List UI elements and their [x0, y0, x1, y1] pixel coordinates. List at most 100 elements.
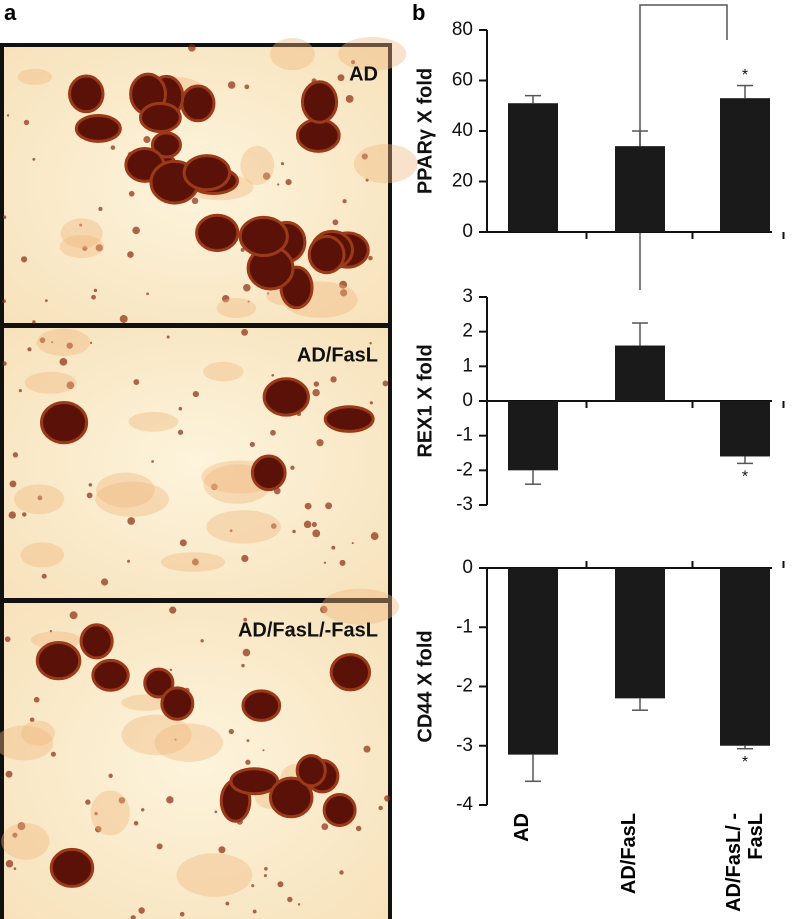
stain-speck — [33, 696, 40, 703]
stain-speck — [127, 251, 134, 258]
stain-speck — [297, 903, 301, 906]
stain-speck — [191, 558, 199, 566]
stained-cell — [295, 754, 327, 788]
stain-speck — [247, 300, 250, 303]
cell-body — [59, 234, 105, 259]
stain-speck — [289, 628, 294, 633]
stain-speck — [2, 215, 7, 219]
y-tick-label: -4 — [456, 794, 473, 815]
cell-body — [0, 725, 54, 761]
x-tick-label: AD/FasL/ -FasL — [723, 813, 767, 912]
stain-speck — [169, 668, 173, 672]
cell-body — [128, 411, 179, 432]
stain-speck — [20, 256, 28, 263]
stain-speck — [225, 901, 230, 906]
y-tick-label: -3 — [456, 494, 473, 515]
bar — [508, 568, 558, 755]
stain-speck — [370, 532, 379, 540]
stain-speck — [8, 511, 16, 519]
stain-speck — [156, 843, 163, 850]
cell-body — [154, 723, 223, 762]
stain-speck — [241, 328, 249, 336]
stain-speck — [94, 826, 102, 833]
stained-cell — [68, 74, 105, 114]
y-tick-label: -2 — [456, 676, 473, 697]
y-axis-label: REX1 X fold — [414, 344, 436, 457]
stain-speck — [292, 529, 296, 534]
bar — [508, 103, 558, 232]
stain-speck — [303, 520, 312, 529]
stain-speck — [179, 911, 185, 917]
stain-speck — [23, 119, 30, 126]
cell-body — [269, 38, 315, 71]
stain-speck — [313, 381, 320, 387]
stain-speck — [244, 84, 250, 90]
bar — [508, 401, 558, 471]
stain-speck — [365, 178, 369, 182]
cell-body — [96, 472, 155, 508]
stain-speck — [89, 341, 93, 344]
stain-speck — [27, 347, 32, 352]
significance-mark: * — [742, 754, 748, 771]
stain-speck — [285, 179, 292, 186]
stained-cell — [138, 101, 182, 134]
stain-speck — [18, 389, 22, 393]
stain-speck — [32, 157, 36, 161]
cell-body — [121, 694, 171, 711]
stain-speck — [22, 512, 27, 517]
stain-speck — [339, 280, 348, 289]
stain-speck — [79, 223, 83, 227]
stained-cell — [182, 154, 232, 192]
stain-speck — [132, 226, 140, 235]
stain-speck — [243, 283, 251, 292]
stain-speck — [304, 502, 312, 510]
stained-cell — [143, 667, 175, 699]
y-tick-label: 0 — [462, 390, 473, 411]
stain-speck — [280, 162, 285, 166]
stain-speck — [368, 255, 373, 261]
stain-speck — [127, 559, 131, 563]
stain-speck — [339, 559, 346, 566]
stain-speck — [332, 219, 339, 226]
stain-speck — [133, 820, 139, 826]
stain-speck — [39, 337, 46, 344]
stain-speck — [110, 145, 116, 150]
stain-speck — [271, 373, 275, 377]
y-tick-label: -1 — [456, 425, 473, 446]
y-tick-label: 60 — [452, 70, 473, 91]
stained-cell — [91, 658, 130, 692]
stain-speck — [138, 907, 145, 914]
bar — [720, 568, 770, 746]
stain-speck — [128, 190, 135, 197]
stain-speck — [174, 738, 177, 741]
stain-speck — [119, 315, 128, 323]
stained-cell — [195, 213, 240, 253]
stain-speck — [4, 636, 11, 643]
stain-speck — [32, 320, 36, 324]
stained-cell — [329, 653, 372, 692]
y-axis-label: CD44 X fold — [414, 630, 436, 742]
stain-speck — [355, 825, 362, 832]
cell-body — [203, 361, 244, 382]
stain-speck — [12, 452, 19, 458]
stain-speck — [66, 381, 75, 390]
stain-speck — [51, 341, 54, 344]
stain-speck — [263, 874, 267, 878]
stain-speck — [330, 376, 337, 383]
y-tick-label: -3 — [456, 735, 473, 756]
y-tick-label: 0 — [462, 557, 473, 578]
stain-speck — [369, 401, 373, 405]
stain-speck — [191, 197, 199, 205]
stain-speck — [350, 60, 356, 65]
stain-speck — [82, 245, 88, 251]
stain-speck — [270, 523, 277, 529]
stain-speck — [228, 728, 234, 735]
stain-speck — [169, 606, 177, 614]
stain-speck — [93, 288, 98, 293]
stain-speck — [200, 639, 204, 643]
stain-speck — [320, 605, 328, 614]
cell-body — [338, 36, 407, 71]
stain-speck — [50, 751, 56, 757]
y-tick-label: 0 — [462, 221, 473, 242]
